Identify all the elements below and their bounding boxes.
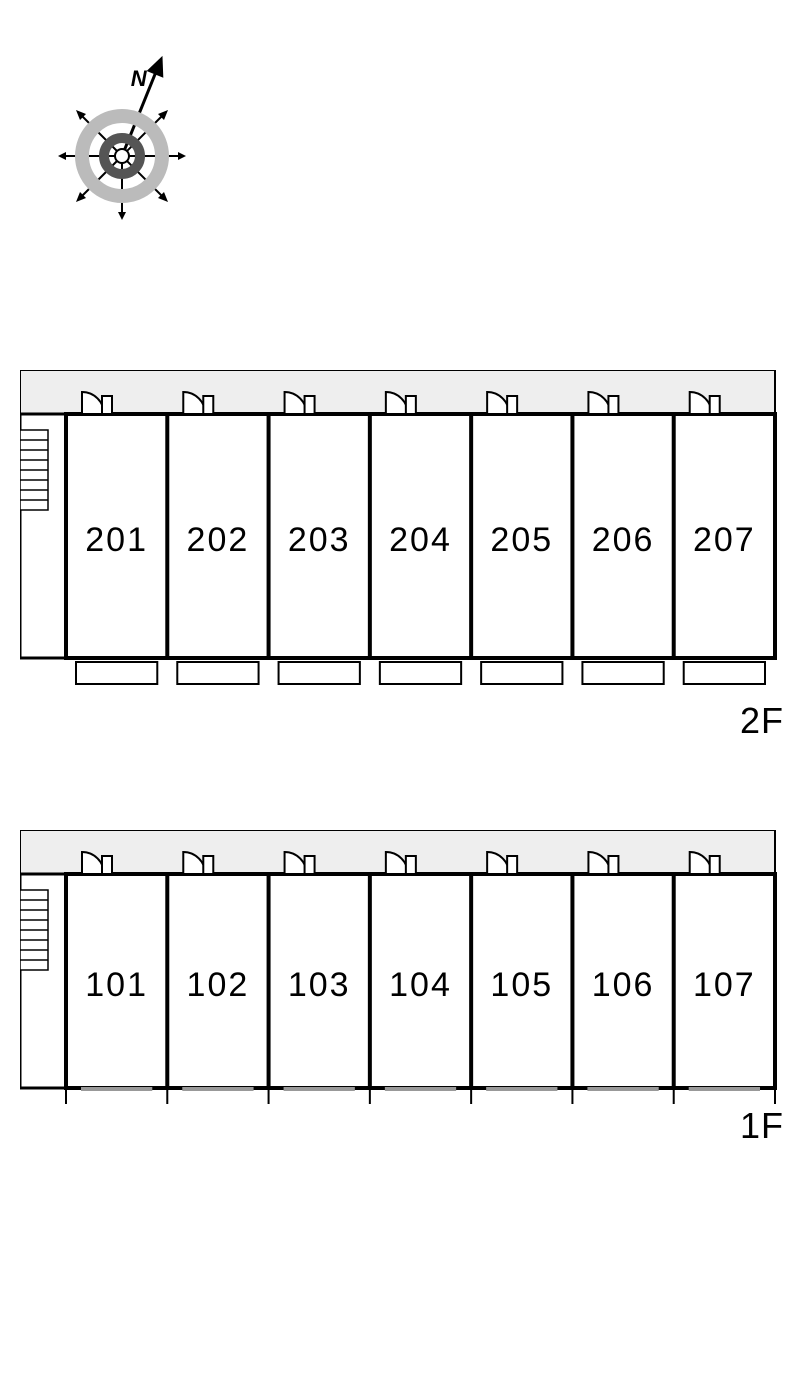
floor-label-1f: 1F xyxy=(740,1105,784,1147)
unit-label: 102 xyxy=(187,966,250,1004)
unit-label: 106 xyxy=(592,966,655,1004)
floor-plan-2f: 201 202 203 204 205 206 207 xyxy=(20,370,790,715)
unit-label: 207 xyxy=(693,521,756,559)
unit-label: 101 xyxy=(85,966,148,1004)
compass-rose: N xyxy=(40,40,210,245)
unit-label: 103 xyxy=(288,966,351,1004)
unit-label: 202 xyxy=(187,521,250,559)
floor-plan-1f: 101 102 103 104 105 106 107 xyxy=(20,830,790,1135)
unit-label: 206 xyxy=(592,521,655,559)
unit-label: 204 xyxy=(389,521,452,559)
unit-label: 205 xyxy=(490,521,553,559)
svg-text:N: N xyxy=(131,66,148,91)
unit-label: 203 xyxy=(288,521,351,559)
unit-label: 104 xyxy=(389,966,452,1004)
unit-label: 105 xyxy=(490,966,553,1004)
floor-label-2f: 2F xyxy=(740,700,784,742)
unit-label: 107 xyxy=(693,966,756,1004)
page: N xyxy=(0,0,800,1373)
unit-label: 201 xyxy=(85,521,148,559)
